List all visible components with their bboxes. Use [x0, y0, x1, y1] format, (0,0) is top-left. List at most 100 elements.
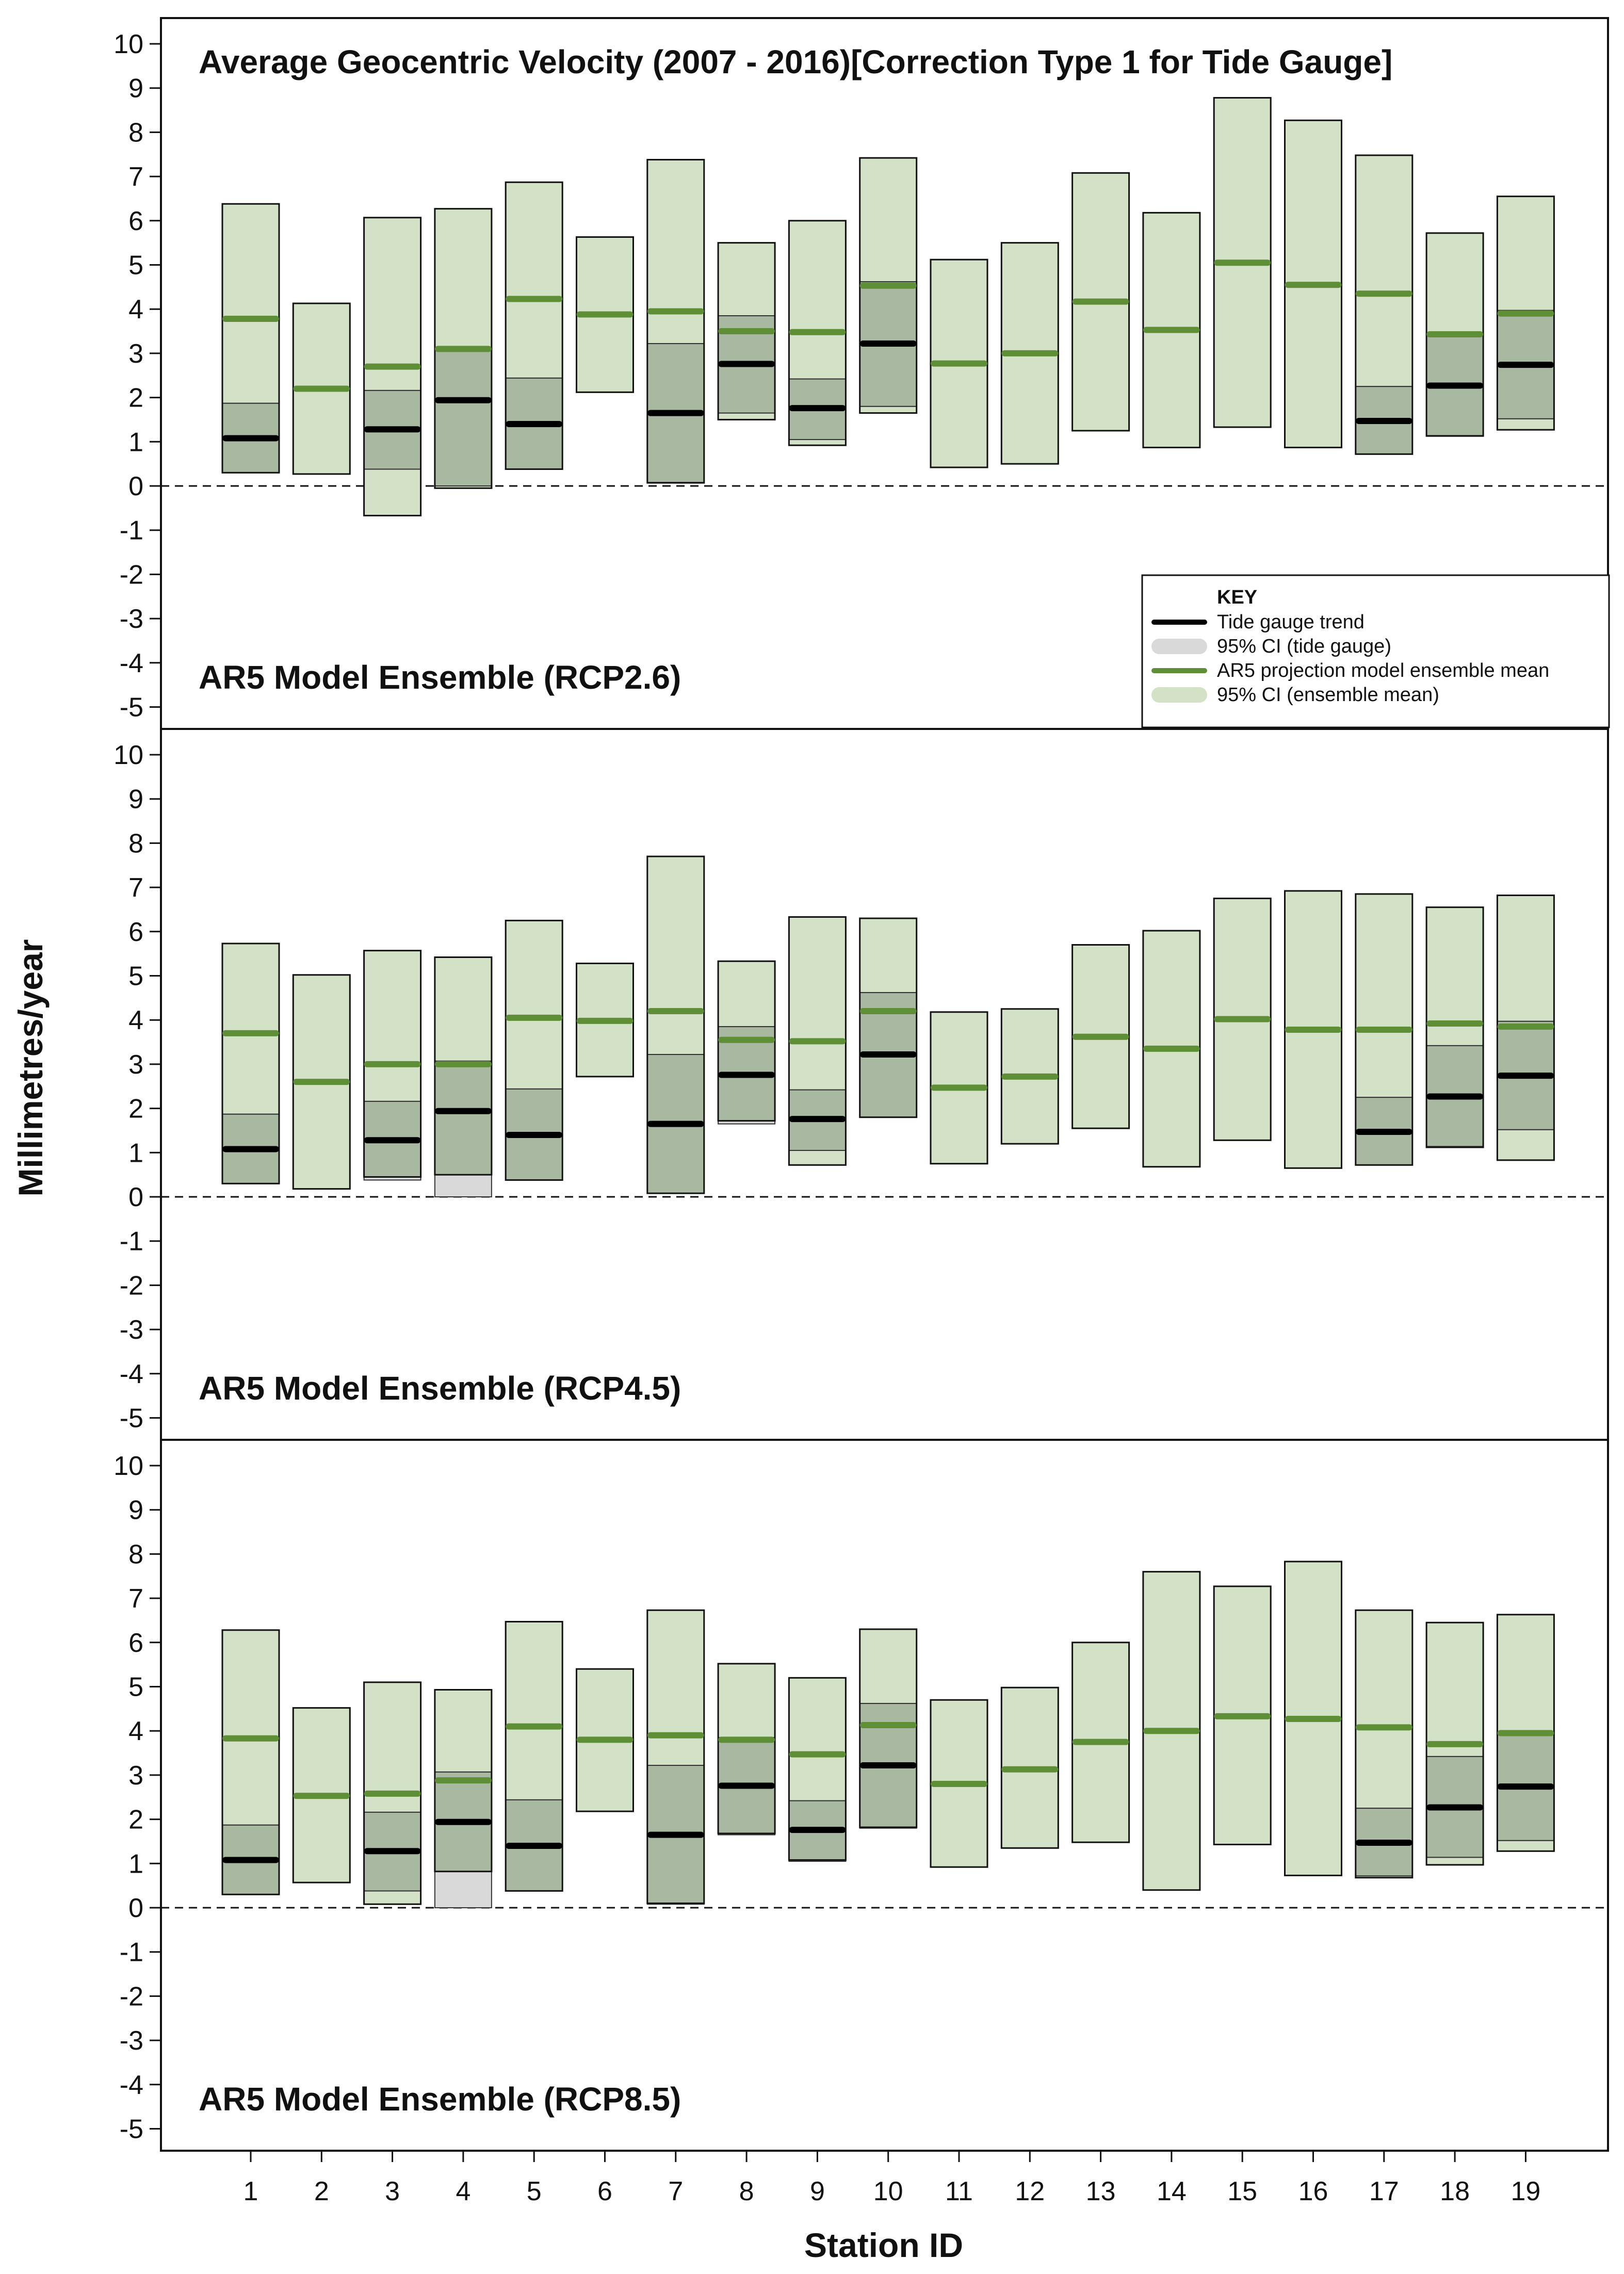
model-ci-outline — [1213, 97, 1272, 428]
ensemble-mean-mark — [1001, 350, 1059, 356]
model-ci-outline — [1142, 212, 1201, 448]
ensemble-mean-mark — [647, 308, 704, 315]
model-ci-outline — [930, 1699, 988, 1868]
ensemble-mean-mark — [789, 329, 846, 335]
y-tick-label: 2 — [128, 1094, 143, 1124]
ensemble-mean-mark — [859, 1008, 917, 1015]
x-tick-label: 5 — [527, 2176, 542, 2206]
y-tick-label: 9 — [128, 1496, 143, 1525]
model-ci-outline — [788, 916, 847, 1166]
tide-gauge-trend-mark — [364, 426, 421, 433]
y-tick-label: 10 — [113, 29, 143, 59]
tide-gauge-trend-mark — [1426, 1093, 1484, 1100]
tide-gauge-trend-mark — [506, 1132, 563, 1139]
y-tick-label: 3 — [128, 339, 143, 369]
y-tick-label: 3 — [128, 1761, 143, 1791]
y-tick-label: 0 — [128, 1182, 143, 1212]
tide-gauge-trend-mark — [647, 1831, 704, 1838]
model-ci-outline — [1213, 898, 1272, 1141]
tide-gauge-trend-mark — [789, 405, 846, 412]
y-tick-label: 5 — [128, 962, 143, 992]
ensemble-mean-mark — [718, 328, 775, 335]
y-tick-label: -4 — [120, 1359, 143, 1389]
ensemble-mean-mark — [789, 1038, 846, 1045]
legend-key: KEY Tide gauge trend 95% CI (tide gauge) AR… — [1141, 574, 1610, 728]
model-ci-outline — [646, 159, 705, 484]
y-tick-label: 9 — [128, 74, 143, 104]
model-ci-outline — [1496, 895, 1555, 1161]
ensemble-mean-mark — [1426, 1020, 1484, 1027]
legend-item-label: 95% CI (tide gauge) — [1217, 636, 1391, 657]
x-tick-label: 7 — [668, 2176, 683, 2206]
tide-gauge-trend-mark — [1355, 1129, 1412, 1135]
tide-gauge-trend-mark — [718, 1071, 775, 1078]
x-tick-label: 16 — [1298, 2176, 1328, 2206]
model-ci-outline — [505, 919, 563, 1181]
legend-heading: KEY — [1217, 587, 1257, 608]
ensemble-mean-mark — [647, 1008, 704, 1015]
ensemble-mean-mark — [222, 1030, 279, 1036]
ensemble-mean-mark — [931, 360, 987, 367]
tide-gauge-trend-mark — [434, 1108, 492, 1114]
y-tick-label: 0 — [128, 1893, 143, 1923]
y-tick-label: 2 — [128, 383, 143, 413]
chart-title: Average Geocentric Velocity (2007 - 2016… — [199, 43, 1392, 80]
ensemble-mean-mark — [1497, 1024, 1554, 1030]
y-tick-label: 1 — [128, 427, 143, 457]
tide-gauge-trend-mark — [789, 1827, 846, 1833]
y-tick-label: 5 — [128, 1672, 143, 1702]
model-ci-outline — [221, 943, 280, 1184]
y-tick-label: -2 — [120, 1981, 143, 2011]
model-ci-outline — [576, 236, 634, 393]
ensemble-mean-mark — [506, 296, 563, 302]
ensemble-mean-mark — [718, 1736, 775, 1743]
y-tick-label: -4 — [120, 648, 143, 678]
ensemble-mean-mark — [1143, 1728, 1200, 1734]
ensemble-mean-mark — [506, 1723, 563, 1730]
y-tick-label: -3 — [120, 604, 143, 634]
model-ci-outline — [859, 1628, 918, 1828]
model-ci-outline — [505, 1621, 563, 1892]
tide-gauge-trend-mark — [718, 1782, 775, 1789]
x-tick-label: 11 — [945, 2176, 973, 2206]
model-ci-outline — [717, 1663, 776, 1834]
tide-gauge-trend-mark — [1497, 1783, 1554, 1790]
y-tick-label: 5 — [128, 251, 143, 281]
model-ci-outline — [1355, 1609, 1414, 1879]
tide-gauge-trend-mark — [1355, 1840, 1412, 1846]
tide-gauge-trend-mark — [859, 1762, 917, 1769]
model-ci-outline — [1000, 1686, 1059, 1849]
model-ci-outline — [505, 181, 563, 470]
y-tick-label: 3 — [128, 1050, 143, 1080]
tide-gauge-trend-mark — [1497, 1073, 1554, 1079]
tide-gauge-trend-mark — [647, 1120, 704, 1127]
y-tick-label: 8 — [128, 829, 143, 858]
y-tick-label: 1 — [128, 1849, 143, 1879]
ensemble-mean-mark — [222, 1735, 279, 1742]
ensemble-mean-mark — [1143, 327, 1200, 333]
ci-overlap-bar — [434, 349, 492, 486]
model-ci-outline — [1496, 1614, 1555, 1852]
ensemble-mean-mark — [434, 1777, 492, 1784]
model-ci-outline — [1213, 1585, 1272, 1845]
model-ci-outline — [859, 917, 918, 1118]
tide-gauge-trend-mark — [859, 1051, 917, 1058]
ensemble-mean-mark — [1426, 1741, 1484, 1747]
model-ci-outline — [859, 157, 918, 414]
model-ci-outline — [646, 855, 705, 1194]
tide-gauge-trend-mark — [222, 435, 279, 442]
ensemble-mean-mark — [1072, 1739, 1129, 1745]
ensemble-mean-mark — [1143, 1045, 1200, 1052]
y-tick-label: 1 — [128, 1138, 143, 1168]
model-ci-outline — [717, 960, 776, 1122]
y-tick-label: -1 — [120, 516, 143, 546]
y-tick-label: -4 — [120, 2070, 143, 2100]
x-tick-label: 10 — [873, 2176, 903, 2206]
ensemble-mean-mark — [434, 1061, 492, 1067]
x-tick-label: 3 — [385, 2176, 400, 2206]
y-tick-label: -2 — [120, 560, 143, 590]
model-ci-outline — [221, 1629, 280, 1895]
model-ci-outline — [788, 220, 847, 446]
ensemble-mean-mark — [1355, 290, 1412, 297]
